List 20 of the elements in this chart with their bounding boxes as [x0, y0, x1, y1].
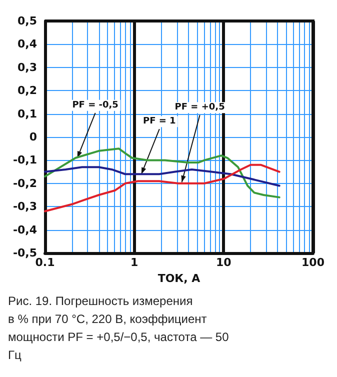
x-axis-title: ТОК, А — [158, 272, 201, 285]
annotation: PF = -0,5 — [72, 100, 118, 110]
x-tick-label: 10 — [216, 256, 232, 269]
y-tick-label: 0,1 — [18, 107, 37, 120]
x-tick-label: 100 — [302, 256, 325, 269]
y-tick-label: 0,4 — [18, 38, 38, 51]
y-tick-label: -0,4 — [12, 223, 38, 236]
y-tick-label: -0,5 — [12, 246, 37, 260]
y-tick-label: -0,1 — [12, 154, 37, 167]
y-tick-label: 0,5 — [18, 14, 37, 28]
text: Рис. 19. Погрешность измерения в % при 70 °C, 220 В, коэффициент мощности PF = +0,5/−0,5, частота — 50 Гц — [8, 294, 232, 362]
x-tick-label: 1 — [130, 256, 138, 269]
y-tick-label: 0,3 — [18, 60, 37, 74]
y-tick-label: 0 — [29, 130, 38, 144]
annotation: PF = 1 — [142, 116, 176, 127]
annotation: PF = +0,5 — [174, 102, 225, 113]
y-tick-label: -0,3 — [12, 200, 37, 214]
y-tick-label: 0,2 — [18, 84, 37, 98]
x-tick-label: 0.1 — [35, 256, 55, 269]
y-tick-label: -0,2 — [12, 176, 37, 190]
